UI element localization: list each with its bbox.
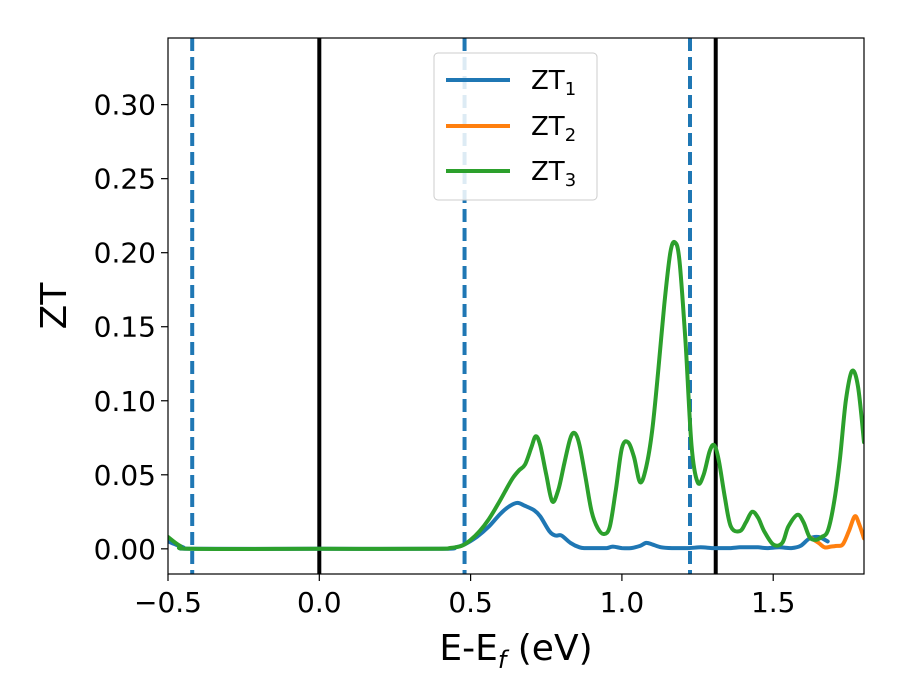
y-tick-label: 0.00 [94, 533, 156, 566]
y-tick-label: 0.10 [94, 385, 156, 418]
y-tick-label: 0.30 [94, 89, 156, 122]
reference-lines [190, 38, 718, 574]
legend-label-zt2: ZT2 [531, 112, 576, 146]
x-tick-label: 0.5 [448, 586, 493, 619]
y-axis-title: ZT [34, 282, 75, 330]
legend: ZT1 ZT2 ZT3 [433, 52, 598, 201]
x-tick-label: 1.5 [751, 586, 796, 619]
legend-label-zt1: ZT1 [531, 66, 576, 100]
y-tick-label: 0.05 [94, 459, 156, 492]
x-tick-label: 1.0 [600, 586, 645, 619]
x-axis-ticks: −0.5 0.0 0.5 1.0 1.5 [134, 574, 795, 619]
series-line-zt2 [807, 514, 864, 550]
plot-frame [167, 37, 865, 575]
legend-frame [433, 52, 598, 201]
y-axis-ticks: 0.00 0.05 0.10 0.15 0.20 0.25 0.30 [94, 89, 168, 566]
y-tick-label: 0.25 [94, 163, 156, 196]
y-tick-label: 0.15 [94, 311, 156, 344]
legend-label-zt3: ZT3 [531, 157, 576, 191]
x-tick-label: −0.5 [134, 586, 202, 619]
y-tick-label: 0.20 [94, 237, 156, 270]
x-tick-label: 0.0 [297, 586, 342, 619]
series-line-zt3 [168, 239, 864, 552]
x-axis-title: E-Ef (eV) [439, 628, 592, 674]
data-series [168, 239, 864, 552]
